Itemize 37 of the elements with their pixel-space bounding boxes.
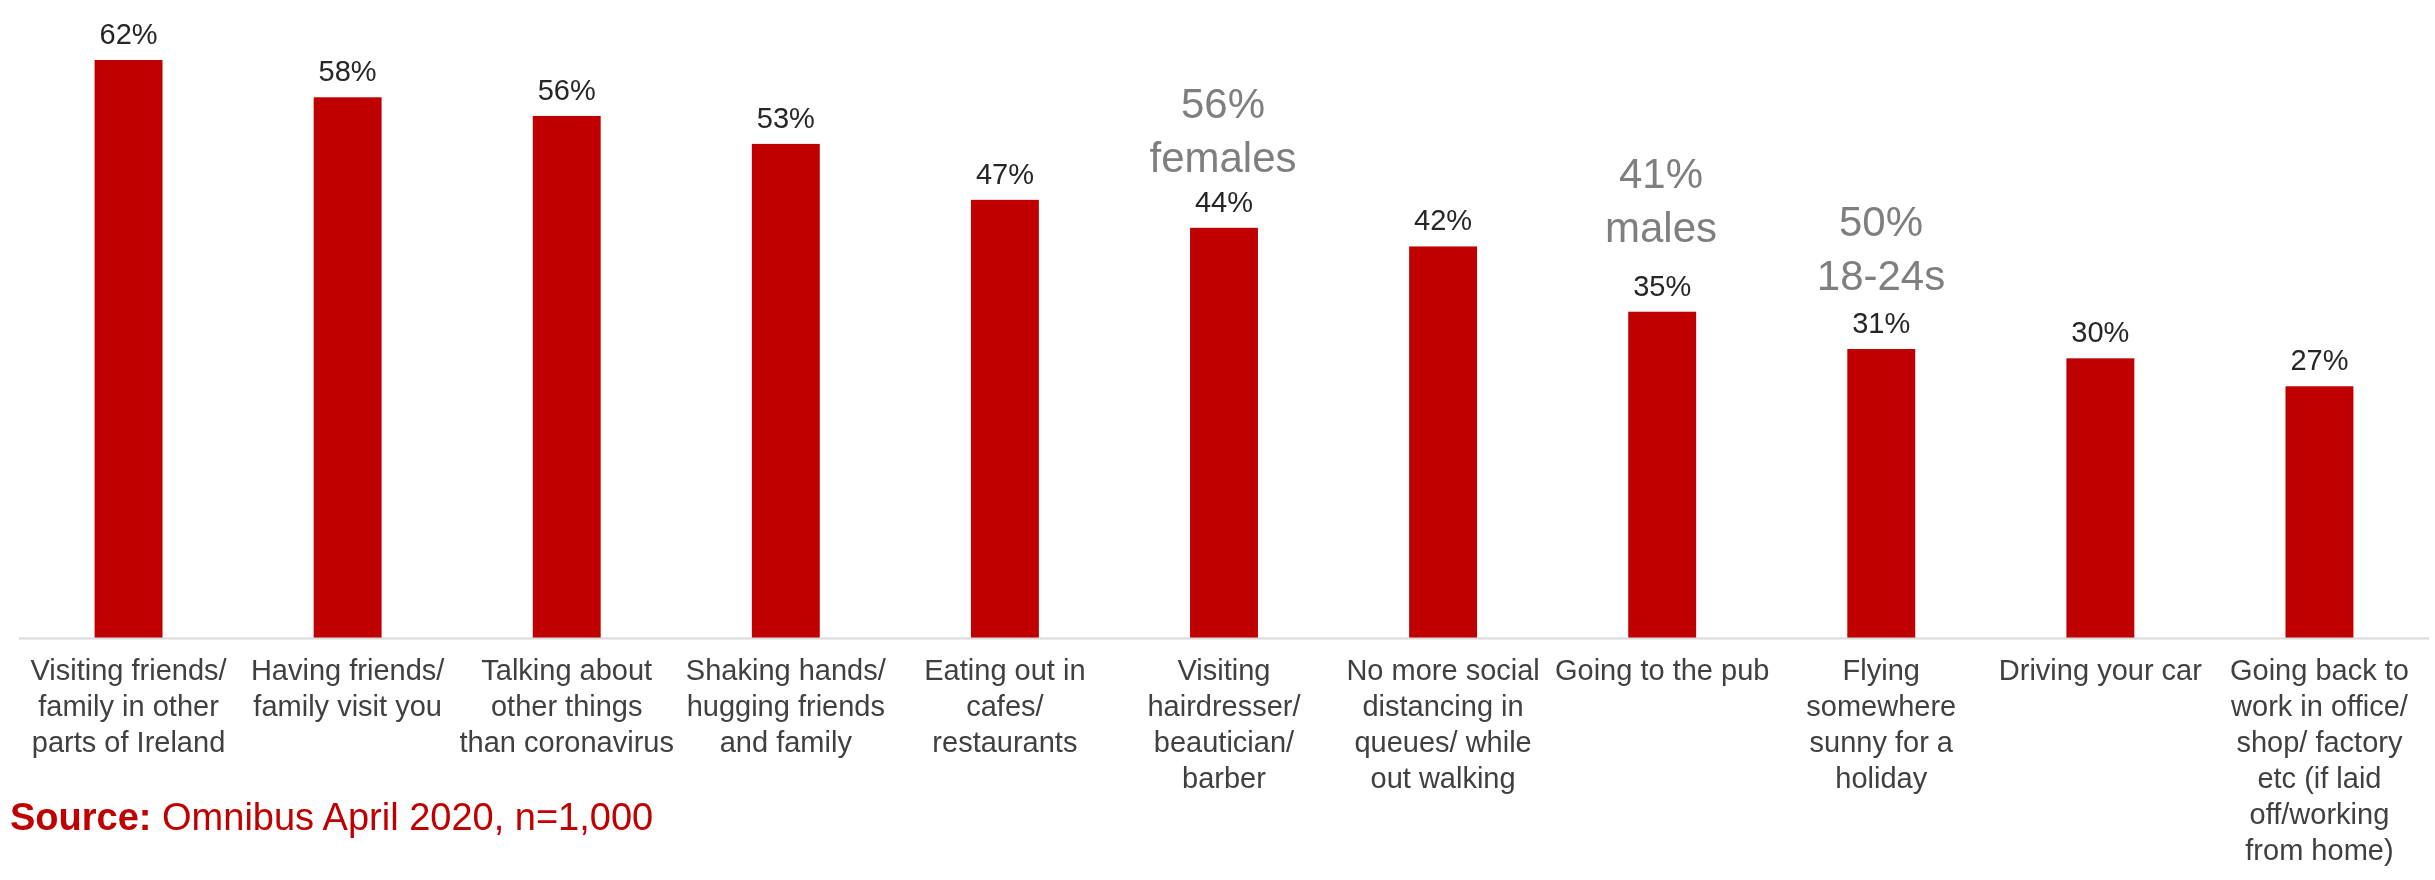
annotation: 50% 18-24s <box>1816 198 1946 299</box>
bar <box>1628 311 1697 638</box>
data-label: 42% <box>1414 204 1473 237</box>
bar <box>2285 386 2354 638</box>
data-label: 56% <box>537 73 596 106</box>
data-label: 44% <box>1194 185 1254 218</box>
bar <box>970 199 1039 638</box>
data-label: 58% <box>318 55 377 88</box>
x-tick-label: Talking about other things than coronavirus <box>459 654 674 758</box>
data-label: 35% <box>1633 269 1692 302</box>
x-tick-label: Going to the pub <box>1554 654 1770 686</box>
bar <box>313 97 382 638</box>
annotation: 41% males <box>1604 150 1718 251</box>
bar <box>751 143 820 638</box>
data-label: 47% <box>975 157 1034 190</box>
source-note: Source: Omnibus April 2020, n=1,000 <box>10 796 654 838</box>
x-tick-label: Eating out in cafes/ restaurants <box>924 654 1086 758</box>
data-label: 27% <box>2290 344 2349 377</box>
x-tick-label: Having friends/ family visit you <box>250 654 446 722</box>
x-tick-label: Visiting hairdresser/ beautician/ barber <box>1147 654 1302 794</box>
annotation: 56% females <box>1149 80 1297 181</box>
bar <box>1409 246 1478 638</box>
x-tick-label: Going back to work in office/ shop/ factory etc (if laid off/working from home) <box>2229 654 2409 866</box>
bar <box>2066 358 2135 638</box>
bar <box>1190 227 1258 638</box>
x-tick-label: Flying somewhere sunny for a holiday <box>1806 654 1957 794</box>
x-tick-label: Driving your car <box>1998 654 2203 686</box>
x-tick-label: Shaking hands/ hugging friends and family <box>685 654 887 758</box>
data-label: 31% <box>1852 307 1911 339</box>
data-label: 62% <box>99 18 158 50</box>
bar <box>94 60 163 638</box>
bar <box>1847 349 1916 638</box>
data-label: 30% <box>2071 316 2130 349</box>
bar <box>532 115 601 638</box>
x-tick-label: No more social distancing in queues/ while out walking <box>1346 654 1540 794</box>
data-label: 53% <box>756 101 815 134</box>
x-tick-label: Visiting friends/ family in other parts of Ireland <box>30 654 228 758</box>
